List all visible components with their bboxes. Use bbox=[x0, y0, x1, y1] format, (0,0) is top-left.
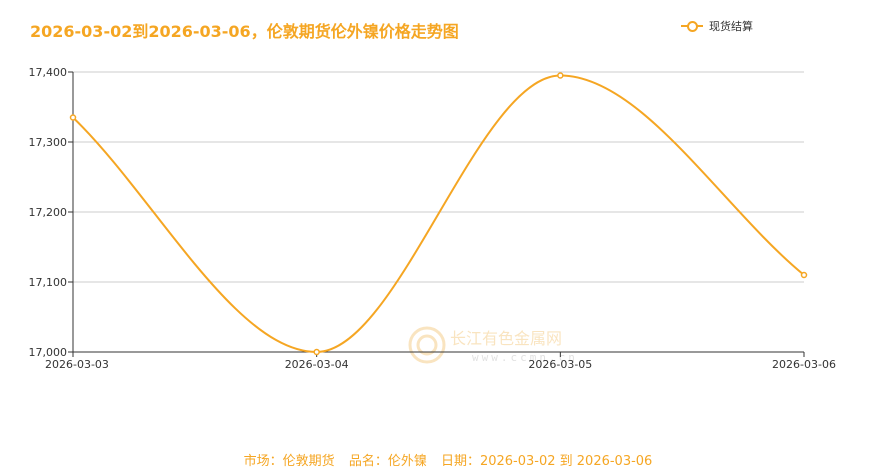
watermark: 长江有色金属网 www.ccmn.cn bbox=[408, 326, 578, 364]
y-tick-label: 17,000 bbox=[29, 346, 68, 359]
y-tick-label: 17,300 bbox=[29, 136, 68, 149]
legend-marker-icon bbox=[681, 20, 703, 32]
footer-date: 日期：2026-03-02 到 2026-03-06 bbox=[440, 454, 653, 469]
x-tick-label: 2026-03-05 bbox=[528, 358, 592, 371]
axes bbox=[68, 71, 805, 357]
tick-labels: 17,000 17,100 17,200 17,300 17,400 2026-03-03… bbox=[29, 66, 836, 371]
data-point bbox=[800, 271, 808, 279]
y-tick-label: 17,200 bbox=[29, 206, 68, 219]
watermark-logo-ring bbox=[408, 326, 446, 364]
footer-product: 品名：伦外镍 bbox=[348, 454, 427, 469]
legend[interactable]: 现货结算 bbox=[681, 18, 753, 34]
watermark-logo-core bbox=[416, 334, 438, 356]
data-point bbox=[69, 114, 77, 121]
y-tick-label: 17,100 bbox=[29, 276, 68, 289]
watermark-name: 长江有色金属网 bbox=[450, 329, 562, 348]
x-tick-label: 2026-03-06 bbox=[772, 358, 836, 371]
footer: 市场：伦敦期货 品名：伦外镍 日期：2026-03-02 到 2026-03-0… bbox=[0, 450, 896, 469]
data-point bbox=[557, 72, 564, 79]
x-tick-label: 2026-03-03 bbox=[45, 358, 109, 371]
series bbox=[69, 72, 808, 356]
footer-market: 市场：伦敦期货 bbox=[243, 454, 335, 469]
data-point bbox=[313, 348, 320, 356]
x-tick-label: 2026-03-04 bbox=[285, 358, 349, 371]
series-line bbox=[72, 74, 805, 354]
chart-title: 2026-03-02到2026-03-06，伦敦期货伦外镍价格走势图 bbox=[30, 22, 459, 41]
y-tick-label: 17,400 bbox=[29, 66, 68, 79]
watermark-url: www.ccmn.cn bbox=[472, 351, 578, 364]
legend-label: 现货结算 bbox=[709, 20, 753, 33]
